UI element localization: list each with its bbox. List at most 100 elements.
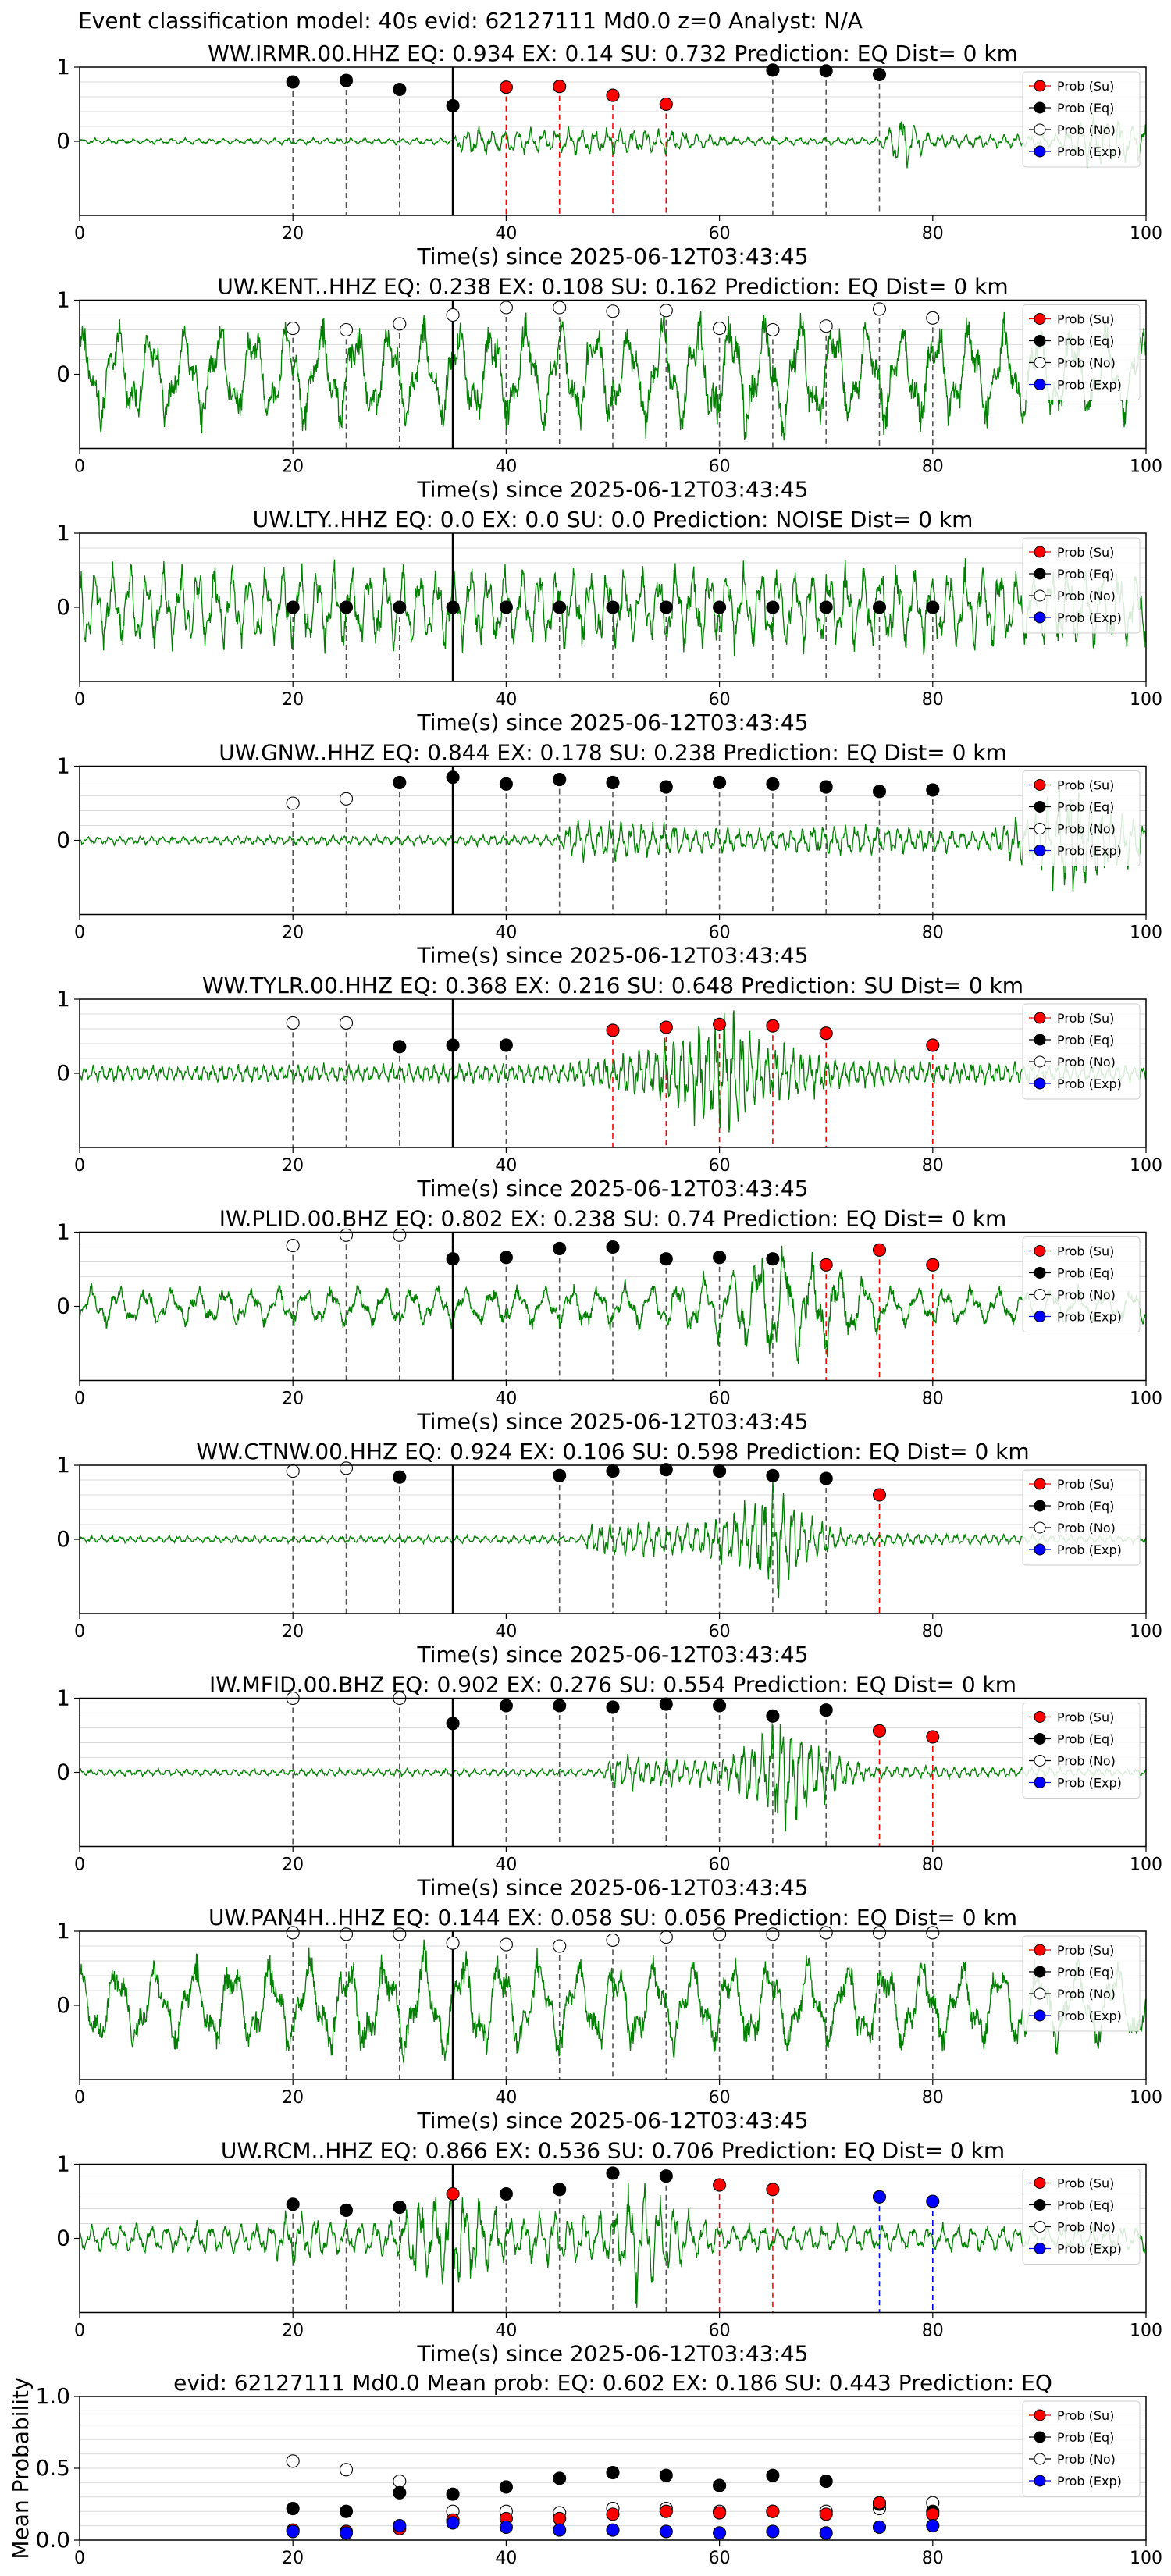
prob-marker-eq: [926, 783, 940, 797]
mean-marker-no: [393, 2475, 407, 2489]
legend-box: [1022, 1003, 1141, 1100]
panel-3: UW.GNW..HHZ EQ: 0.844 EX: 0.178 SU: 0.23…: [56, 740, 1162, 969]
x-tick-label: 20: [282, 2088, 304, 2108]
y-tick-label: 1: [56, 520, 70, 546]
y-tick-label: 0: [56, 1992, 70, 2018]
prob-marker-su: [713, 2178, 727, 2192]
x-tick-label: 100: [1130, 690, 1162, 710]
x-tick-label: 80: [922, 690, 944, 710]
x-tick-label: 100: [1130, 224, 1162, 244]
prob-marker-eq: [499, 2186, 513, 2201]
x-tick-label: 80: [922, 457, 944, 477]
legend-label-exp: Prob (Exp): [1057, 1776, 1122, 1791]
panel-0: WW.IRMR.00.HHZ EQ: 0.934 EX: 0.14 SU: 0.…: [56, 41, 1162, 269]
prob-marker-eq: [606, 2166, 620, 2180]
mean-marker-eq: [766, 2468, 780, 2482]
prob-marker-eq: [766, 1252, 780, 1266]
figure-suptitle: Event classification model: 40s evid: 62…: [78, 8, 863, 34]
legend-box: [1022, 1935, 1141, 2032]
mean-marker-no: [339, 2463, 354, 2477]
legend-label-exp: Prob (Exp): [1057, 2474, 1122, 2489]
prob-marker-su: [819, 1258, 833, 1272]
mean-marker-su: [926, 2507, 940, 2521]
legend-label-exp: Prob (Exp): [1057, 844, 1122, 859]
legend-marker-su: [1034, 1711, 1046, 1723]
prob-marker-su: [872, 1243, 887, 1257]
seismic-trace: [80, 2183, 1146, 2308]
y-tick-label: 0: [56, 1759, 70, 1785]
y-tick-label: 0.0: [35, 2527, 70, 2553]
prob-marker-no: [446, 308, 460, 322]
legend-label-no: Prob (No): [1057, 589, 1116, 603]
x-tick-label: 0: [74, 2549, 85, 2568]
legend-label-no: Prob (No): [1057, 822, 1116, 837]
x-tick-label: 100: [1130, 2549, 1162, 2568]
mean-marker-exp: [872, 2520, 887, 2534]
prob-marker-eq: [286, 75, 300, 89]
seismic-trace: [80, 1479, 1146, 1598]
legend-label-exp: Prob (Exp): [1057, 2242, 1122, 2257]
legend-label-su: Prob (Su): [1057, 1477, 1114, 1492]
x-tick-label: 40: [495, 1156, 517, 1176]
legend-label-eq: Prob (Eq): [1057, 1732, 1114, 1747]
prob-marker-eq: [713, 1464, 727, 1478]
legend-marker-eq: [1034, 2431, 1046, 2443]
mean-marker-eq: [286, 2501, 300, 2516]
prob-marker-eq: [766, 777, 780, 791]
x-tick-label: 80: [922, 224, 944, 244]
legend-marker-exp: [1034, 1077, 1046, 1090]
legend-marker-su: [1034, 1944, 1046, 1956]
legend-marker-eq: [1034, 2199, 1046, 2211]
legend-marker-exp: [1034, 845, 1046, 856]
legend-label-su: Prob (Su): [1057, 778, 1114, 793]
prob-marker-eq: [446, 600, 460, 614]
panel-4: WW.TYLR.00.HHZ EQ: 0.368 EX: 0.216 SU: 0…: [56, 973, 1162, 1201]
prob-marker-eq: [713, 1251, 727, 1265]
legend-marker-no: [1034, 1755, 1046, 1767]
panel-title: WW.TYLR.00.HHZ EQ: 0.368 EX: 0.216 SU: 0…: [202, 973, 1023, 998]
seismic-trace: [80, 310, 1146, 441]
legend-label-eq: Prob (Eq): [1057, 334, 1114, 349]
mean-marker-eq: [393, 2485, 407, 2500]
mean-marker-su: [872, 2496, 887, 2510]
prob-marker-eq: [446, 770, 460, 785]
panel-1: UW.KENT..HHZ EQ: 0.238 EX: 0.108 SU: 0.1…: [56, 274, 1162, 503]
x-axis-label: Time(s) since 2025-06-12T03:43:45: [416, 710, 808, 735]
prob-marker-eq: [393, 82, 407, 97]
prob-marker-eq: [766, 1709, 780, 1723]
prob-marker-no: [553, 1939, 567, 1953]
x-tick-label: 20: [282, 2549, 304, 2568]
legend-marker-no: [1034, 589, 1046, 602]
panel-9: UW.RCM..HHZ EQ: 0.866 EX: 0.536 SU: 0.70…: [56, 2138, 1162, 2367]
prob-marker-eq: [446, 1038, 460, 1052]
x-tick-label: 20: [282, 1389, 304, 1409]
prob-marker-eq: [446, 98, 460, 112]
prob-marker-eq: [553, 773, 567, 787]
prob-marker-eq: [659, 1697, 673, 1711]
prob-marker-eq: [766, 600, 780, 614]
x-tick-label: 80: [922, 1622, 944, 1642]
legend-marker-su: [1034, 1478, 1046, 1490]
x-tick-label: 60: [709, 923, 731, 943]
legend-marker-exp: [1034, 145, 1046, 158]
prob-marker-no: [339, 322, 354, 337]
y-tick-label: 0: [56, 128, 70, 154]
y-tick-label: 0: [56, 1293, 70, 1319]
prob-marker-eq: [606, 1464, 620, 1478]
legend-label-exp: Prob (Exp): [1057, 1310, 1122, 1325]
prob-marker-su: [659, 97, 673, 112]
prob-marker-no: [713, 1927, 727, 1941]
legend-label-no: Prob (No): [1057, 1288, 1116, 1303]
prob-marker-eq: [606, 1700, 620, 1714]
prob-marker-eq: [606, 1240, 620, 1254]
mean-marker-eq: [339, 2504, 354, 2518]
legend-marker-no: [1034, 357, 1046, 368]
legend-marker-su: [1034, 546, 1046, 558]
legend-label-su: Prob (Su): [1057, 2176, 1114, 2191]
x-tick-label: 60: [709, 224, 731, 244]
x-tick-label: 60: [709, 1622, 731, 1642]
prob-marker-su: [926, 1258, 940, 1272]
prob-marker-no: [926, 311, 940, 325]
prob-marker-eq: [499, 1699, 513, 1713]
x-tick-label: 100: [1130, 1389, 1162, 1409]
